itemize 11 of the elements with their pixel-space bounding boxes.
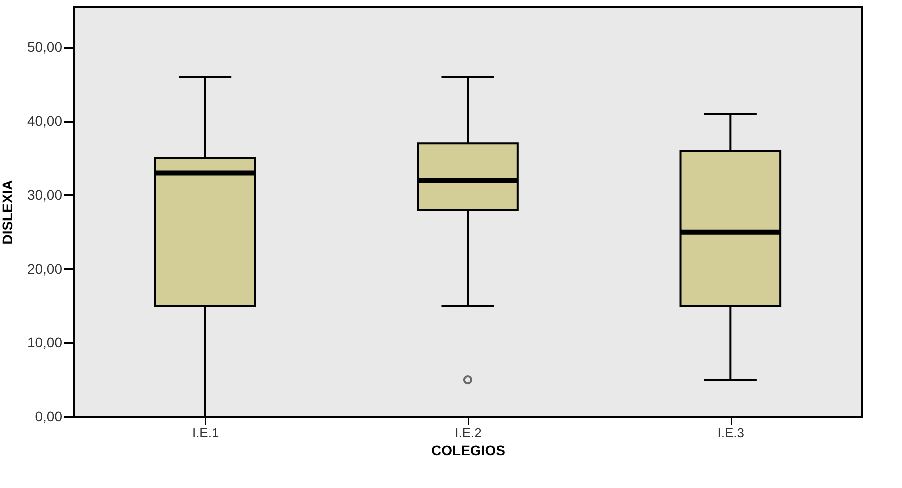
x-tick-label: I.E.1 [192,426,220,440]
x-tick-label: I.E.3 [718,426,745,440]
y-axis-title: DISLEXIA [0,180,16,245]
x-tick-label: I.E.2 [455,426,482,440]
y-tick-label: 30,00 [27,186,63,203]
y-tick-label: 10,00 [27,334,63,351]
x-axis-title: COLEGIOS [432,442,506,458]
y-tick-label: 40,00 [27,113,63,130]
y-tick-label: 0,00 [35,408,63,424]
y-tick-label: 20,00 [27,260,63,277]
y-tick-label: 50,00 [27,39,63,56]
